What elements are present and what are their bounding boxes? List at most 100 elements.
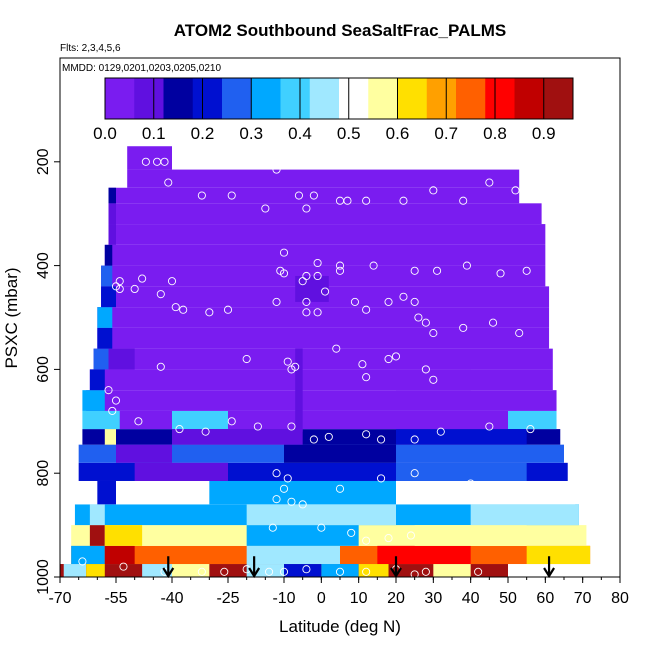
data-point xyxy=(227,191,236,200)
colorbar-tick-label: 0.0 xyxy=(93,124,117,143)
data-point xyxy=(332,344,341,353)
data-point xyxy=(197,567,206,576)
data-point xyxy=(459,196,468,205)
x-tick-label: -25 xyxy=(216,590,239,607)
colorbar-tick-label: 0.2 xyxy=(191,124,215,143)
heatmap-cell xyxy=(82,390,105,411)
data-point xyxy=(160,157,169,166)
heatmap-band xyxy=(97,327,550,349)
data-point xyxy=(362,536,371,545)
heatmap-cell xyxy=(108,203,116,225)
heatmap-cell xyxy=(295,348,303,432)
data-point xyxy=(522,266,531,275)
data-point xyxy=(511,186,520,195)
x-tick-label: -40 xyxy=(160,590,183,607)
data-point xyxy=(433,266,442,275)
data-point xyxy=(291,362,300,371)
data-point xyxy=(111,282,121,291)
data-point xyxy=(362,305,371,314)
data-point xyxy=(429,329,438,338)
colorbar-tick-label: 0.1 xyxy=(142,124,166,143)
colorbar-tick-label: 0.9 xyxy=(532,124,556,143)
data-point xyxy=(515,329,524,338)
data-point xyxy=(436,427,445,436)
heatmap-cell xyxy=(71,545,105,565)
data-point xyxy=(298,500,307,509)
heatmap-band xyxy=(97,307,550,328)
colorbar xyxy=(104,77,574,120)
data-point xyxy=(362,373,371,382)
data-point xyxy=(410,435,419,444)
data-point xyxy=(279,269,289,278)
colorbar-segment xyxy=(456,78,486,119)
y-tick-label: 400 xyxy=(35,252,52,279)
data-point xyxy=(302,308,311,317)
data-point xyxy=(335,266,345,275)
x-tick-label: 60 xyxy=(536,590,554,607)
x-tick-label: -70 xyxy=(48,590,71,607)
x-tick-label: 20 xyxy=(387,590,405,607)
heatmap-cell xyxy=(104,545,135,565)
heatmap-cell xyxy=(172,564,210,577)
colorbar-tick-label: 0.5 xyxy=(337,124,361,143)
data-point xyxy=(302,565,311,574)
data-point xyxy=(421,567,430,576)
data-point xyxy=(78,557,87,566)
heatmap-cell xyxy=(470,504,579,526)
colorbar-segment xyxy=(163,78,194,119)
data-point xyxy=(294,191,303,200)
x-tick-label: 10 xyxy=(350,590,368,607)
data-point xyxy=(279,484,289,493)
heatmap-cell xyxy=(97,327,113,349)
heatmap-cell xyxy=(86,564,105,577)
data-point xyxy=(335,484,345,493)
data-point xyxy=(272,165,281,174)
heatmap-cell xyxy=(209,480,396,505)
heatmap-band xyxy=(127,169,520,188)
data-point xyxy=(410,297,419,306)
heatmap-band xyxy=(127,146,172,170)
heatmap-cell xyxy=(63,564,87,577)
data-point xyxy=(130,284,139,294)
heatmap-band xyxy=(104,244,546,266)
data-point xyxy=(466,479,475,488)
data-point xyxy=(410,266,419,275)
data-point xyxy=(138,274,147,283)
colorbar-segment xyxy=(426,78,457,119)
data-point xyxy=(156,362,165,371)
colorbar-tick-label: 0.3 xyxy=(239,124,263,143)
heatmap-cell xyxy=(295,275,329,302)
heatmap-cell xyxy=(321,564,359,577)
wind-arrows xyxy=(162,556,555,579)
heatmap-cell xyxy=(142,564,172,577)
data-point xyxy=(302,271,311,281)
colorbar-tick-label: 0.7 xyxy=(434,124,458,143)
data-point xyxy=(313,258,322,268)
chart-subtitle-flights: Flts: 2,3,4,5,6 xyxy=(60,43,121,54)
colorbar-segment xyxy=(543,78,574,119)
x-tick-label: 80 xyxy=(611,590,629,607)
heatmap-cell xyxy=(134,462,228,481)
colorbar-segment xyxy=(485,78,515,119)
data-point xyxy=(362,196,371,205)
heatmap-cell xyxy=(246,525,359,546)
heatmap-cell xyxy=(119,410,172,430)
data-point xyxy=(253,422,262,431)
arrow-head xyxy=(162,567,175,579)
data-point xyxy=(261,204,270,213)
heatmap-cell xyxy=(377,545,471,565)
data-point xyxy=(302,204,311,213)
data-point xyxy=(313,308,322,317)
heatmap-cell xyxy=(116,444,172,463)
heatmap-cell xyxy=(93,348,109,370)
data-point xyxy=(265,567,274,576)
data-point xyxy=(391,352,401,361)
heatmap-band xyxy=(86,390,557,411)
colorbar-segment xyxy=(309,78,340,119)
data-point xyxy=(421,365,430,374)
x-tick-label: -10 xyxy=(272,590,295,607)
heatmap-cell xyxy=(97,307,113,328)
data-point xyxy=(223,305,233,314)
data-point xyxy=(384,297,393,306)
data-point xyxy=(272,469,281,478)
